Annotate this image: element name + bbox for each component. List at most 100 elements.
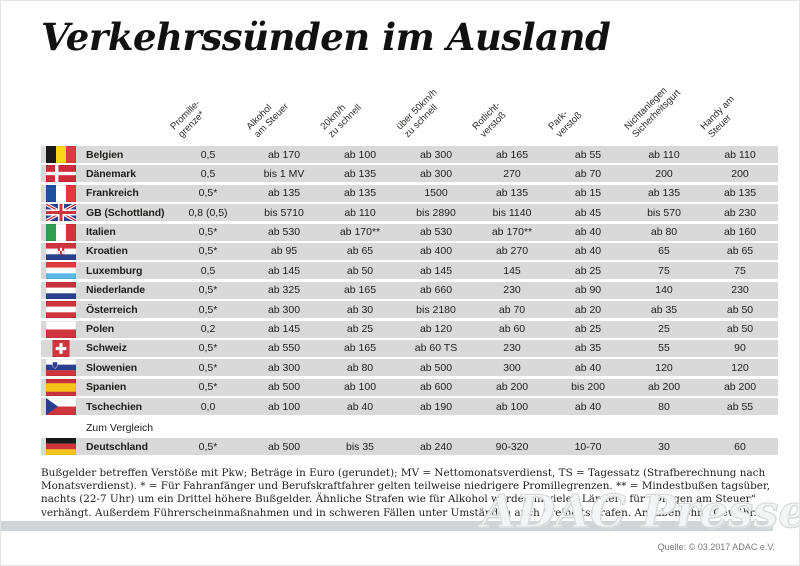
country-name: Niederlande	[86, 284, 146, 297]
fine-value-col-7: 120	[731, 361, 749, 374]
fine-value-col-2: ab 170**	[339, 226, 381, 239]
fine-value-col-0: 0,0	[200, 400, 216, 413]
fine-value-col-1: ab 530	[267, 226, 301, 239]
fine-value-col-2: ab 165	[343, 284, 377, 297]
fine-value-col-1: ab 145	[267, 264, 301, 277]
column-header-4: Rotlicht- verstoß	[470, 99, 509, 140]
flag-belgien-icon	[46, 146, 76, 163]
column-headers: Promille- grenze* Alkohol am Steuer 20km/h…	[1, 1, 799, 146]
fine-value-col-1: ab 500	[267, 381, 301, 394]
fine-value-col-4: ab 165	[495, 148, 529, 161]
fine-value-col-3: 1500	[424, 187, 448, 200]
fine-value-col-4: bis 1140	[492, 206, 532, 219]
column-header-7: Handy am Steuer	[698, 93, 737, 140]
fine-value-col-0: 0,5*	[198, 226, 218, 239]
fine-value-col-0: 0,5*	[198, 440, 218, 453]
fine-value-col-5: ab 40	[574, 226, 602, 239]
fine-value-col-5: bis 200	[571, 381, 605, 394]
fine-value-col-1: bis 1 MV	[263, 167, 305, 180]
table-row: Slowenien 0,5* ab 300 ab 80 ab 500 300 ab 40 1…	[41, 359, 778, 377]
fine-value-col-7: ab 110	[724, 148, 756, 161]
fine-value-col-5: ab 40	[574, 245, 602, 258]
flag-niederlande-icon	[46, 281, 76, 299]
page-title: Verkehrssünden im Ausland	[41, 15, 611, 59]
fine-value-col-7: ab 50	[726, 303, 754, 316]
flag-daenemark-icon	[46, 165, 76, 183]
fine-value-col-3: ab 145	[419, 264, 453, 277]
comparison-label: Zum Vergleich	[86, 422, 154, 435]
fine-value-col-6: ab 80	[650, 226, 678, 239]
fine-value-col-1: ab 100	[267, 400, 301, 413]
fine-value-col-5: ab 15	[574, 187, 602, 200]
country-name: Deutschland	[86, 440, 148, 453]
fine-value-col-3: ab 600	[419, 381, 453, 394]
fine-value-col-5: 10-70	[574, 440, 602, 453]
fine-value-col-6: 80	[658, 400, 670, 413]
flag-tschechien-icon	[46, 398, 76, 416]
fine-value-col-2: ab 100	[343, 148, 377, 161]
fine-value-col-4: ab 100	[495, 400, 529, 413]
table-row: Schweiz 0,5* ab 550 ab 165 ab 60 TS 230 ab 35…	[41, 339, 778, 357]
fine-value-col-7: ab 160	[723, 226, 757, 239]
fine-value-col-7: 75	[734, 264, 746, 277]
fine-value-col-2: ab 65	[346, 245, 374, 258]
fine-value-col-4: ab 60	[498, 323, 526, 336]
table-row: GB (Schottland) 0,8 (0,5) bis 5710 ab 110 b…	[41, 204, 778, 222]
flag-italien-icon	[46, 223, 76, 241]
fine-value-col-3: ab 300	[419, 148, 453, 161]
fine-value-col-0: 0,5*	[198, 381, 218, 394]
table-row: Polen 0,2 ab 145 ab 25 ab 120 ab 60 ab 25 25 ab…	[41, 320, 778, 338]
fine-value-col-3: ab 500	[419, 361, 453, 374]
fine-value-col-3: ab 120	[419, 323, 453, 336]
fine-value-col-5: ab 70	[574, 167, 602, 180]
fine-value-col-3: ab 400	[419, 245, 453, 258]
table-row: Deutschland 0,5* ab 500 bis 35 ab 240 90-320…	[41, 438, 778, 456]
country-name: Österreich	[86, 303, 138, 316]
flag-spanien-icon	[46, 378, 76, 396]
fine-value-col-6: ab 135	[647, 187, 681, 200]
fine-value-col-7: ab 135	[723, 187, 757, 200]
flag-gb-icon	[46, 204, 76, 222]
fine-value-col-5: ab 45	[574, 206, 602, 219]
fine-value-col-7: ab 65	[726, 245, 754, 258]
column-header-0: Promille- grenze*	[168, 97, 207, 140]
fine-value-col-6: 30	[658, 440, 670, 453]
flag-kroatien-icon	[46, 242, 76, 260]
fine-value-col-0: 0,5*	[198, 187, 218, 200]
fine-value-col-1: ab 135	[267, 187, 301, 200]
table-row: Frankreich 0,5* ab 135 ab 135 1500 ab 135 ab …	[41, 184, 778, 202]
country-name: Italien	[86, 226, 116, 239]
fine-value-col-5: ab 20	[574, 303, 602, 316]
fine-value-col-6: 75	[658, 264, 670, 277]
fine-value-col-2: ab 100	[343, 381, 377, 394]
table-row: Spanien 0,5* ab 500 ab 100 ab 600 ab 200 bis …	[41, 378, 778, 396]
country-name: Spanien	[86, 381, 127, 394]
column-header-6: Nichtanlegen Sicherheitsgurt	[622, 85, 683, 140]
fine-value-col-0: 0,5*	[198, 284, 218, 297]
fine-value-col-2: ab 135	[343, 167, 377, 180]
country-name: GB (Schottland)	[86, 206, 165, 219]
fine-value-col-4: 230	[503, 342, 521, 355]
fine-value-col-4: ab 270	[495, 245, 529, 258]
table-row: Kroatien 0,5* ab 95 ab 65 ab 400 ab 270 ab 40…	[41, 242, 778, 260]
fine-value-col-4: 300	[503, 361, 521, 374]
fine-value-col-0: 0,5*	[198, 342, 218, 355]
fine-value-col-5: ab 35	[574, 342, 602, 355]
fine-value-col-7: 200	[731, 167, 749, 180]
fine-value-col-0: 0,5*	[198, 245, 218, 258]
fine-value-col-7: ab 230	[723, 206, 757, 219]
fine-value-col-3: bis 2890	[416, 206, 456, 219]
fine-value-col-2: ab 50	[346, 264, 374, 277]
fine-value-col-5: ab 25	[574, 264, 602, 277]
fine-value-col-5: ab 40	[574, 400, 602, 413]
fine-value-col-2: ab 135	[343, 187, 377, 200]
fine-value-col-7: 60	[734, 440, 746, 453]
fine-value-col-1: ab 170	[267, 148, 301, 161]
country-name: Slowenien	[86, 361, 138, 374]
fine-value-col-0: 0,5	[200, 167, 216, 180]
fine-value-col-6: bis 570	[647, 206, 681, 219]
comparison-row-container: Deutschland 0,5* ab 500 bis 35 ab 240 90-320…	[41, 438, 778, 456]
fine-value-col-4: ab 135	[495, 187, 529, 200]
fine-value-col-1: ab 95	[270, 245, 298, 258]
fine-value-col-6: 65	[658, 245, 670, 258]
